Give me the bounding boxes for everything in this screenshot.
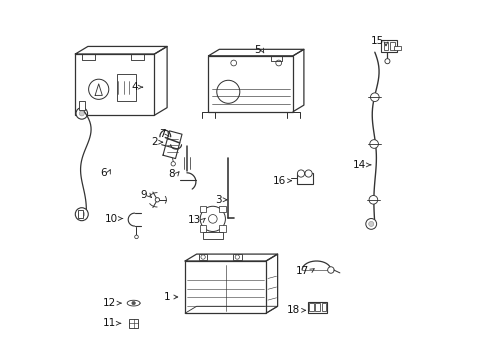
Bar <box>203 232 223 239</box>
Bar <box>117 74 136 101</box>
Bar <box>200 206 206 212</box>
Text: 14: 14 <box>352 160 366 170</box>
Text: 5: 5 <box>254 45 260 55</box>
Bar <box>199 254 207 260</box>
Circle shape <box>132 301 135 305</box>
Bar <box>381 40 396 52</box>
Bar <box>75 54 154 115</box>
Circle shape <box>365 219 376 229</box>
Text: 11: 11 <box>102 318 116 328</box>
Circle shape <box>200 206 225 231</box>
Text: 17: 17 <box>295 266 309 276</box>
Circle shape <box>155 198 159 202</box>
Bar <box>383 42 387 50</box>
Text: 4: 4 <box>131 82 138 92</box>
Bar <box>321 303 325 311</box>
Text: 16: 16 <box>272 176 285 186</box>
Bar <box>393 46 400 50</box>
Bar <box>200 225 206 232</box>
Bar <box>219 225 225 232</box>
Text: 7: 7 <box>158 129 165 139</box>
Circle shape <box>75 208 88 221</box>
Text: 1: 1 <box>164 292 170 302</box>
Circle shape <box>297 170 304 177</box>
Text: 9: 9 <box>141 190 147 200</box>
Text: 15: 15 <box>370 36 384 46</box>
Circle shape <box>201 255 205 259</box>
Bar <box>309 303 313 311</box>
Circle shape <box>368 221 373 226</box>
Text: 3: 3 <box>214 195 221 205</box>
Circle shape <box>384 59 389 64</box>
Circle shape <box>235 255 239 259</box>
Text: 6: 6 <box>100 168 107 178</box>
Circle shape <box>275 60 281 66</box>
Circle shape <box>369 140 378 148</box>
Bar <box>232 254 241 260</box>
Bar <box>389 42 394 50</box>
Circle shape <box>134 235 138 239</box>
Text: 13: 13 <box>187 215 201 225</box>
Circle shape <box>79 111 84 116</box>
Bar <box>78 210 83 218</box>
Bar <box>296 173 312 184</box>
Bar <box>129 319 138 328</box>
Text: 12: 12 <box>102 298 116 308</box>
Bar <box>79 101 85 110</box>
Text: 10: 10 <box>104 213 118 224</box>
Circle shape <box>230 60 236 66</box>
Circle shape <box>79 211 84 217</box>
Circle shape <box>88 79 108 99</box>
Bar <box>208 56 292 112</box>
Circle shape <box>76 108 87 119</box>
Circle shape <box>327 267 333 273</box>
Bar <box>185 261 265 313</box>
Circle shape <box>370 93 378 102</box>
Circle shape <box>208 215 217 223</box>
Bar <box>219 206 225 212</box>
Bar <box>315 303 319 311</box>
Text: 18: 18 <box>286 305 300 315</box>
Bar <box>307 302 326 313</box>
Text: 8: 8 <box>168 169 175 179</box>
Text: 2: 2 <box>150 137 157 147</box>
Circle shape <box>305 170 311 177</box>
Circle shape <box>216 80 239 103</box>
Circle shape <box>171 162 175 166</box>
Circle shape <box>368 195 377 204</box>
